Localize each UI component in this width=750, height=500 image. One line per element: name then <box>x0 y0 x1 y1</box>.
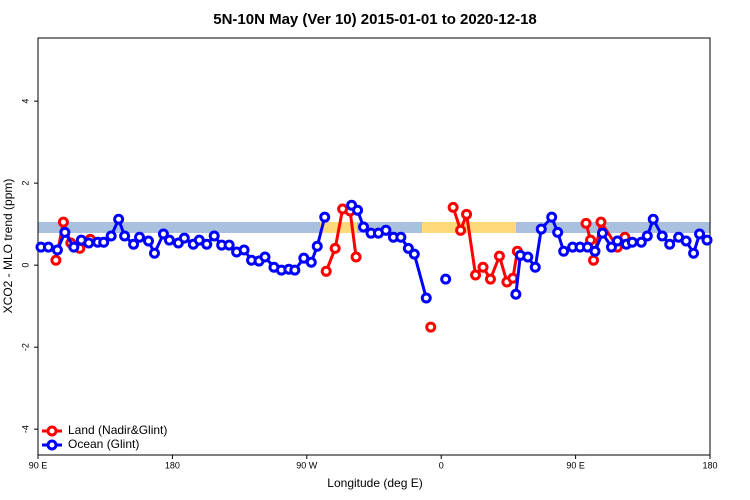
legend-label: Ocean (Glint) <box>68 437 139 451</box>
x-tick-label: 180 <box>702 460 717 470</box>
data-point <box>289 264 301 276</box>
data-point <box>83 237 95 249</box>
data-point <box>59 226 71 238</box>
y-tick-label: -2 <box>20 343 30 351</box>
data-point <box>641 230 653 242</box>
data-point <box>51 244 63 256</box>
data-point <box>352 204 364 216</box>
data-point <box>395 231 407 243</box>
data-point <box>319 211 331 223</box>
data-point <box>201 238 213 250</box>
data-point <box>223 239 235 251</box>
data-point <box>701 234 713 246</box>
data-point <box>455 224 467 236</box>
data-point <box>50 254 62 266</box>
legend-label: Land (Nadir&Glint) <box>68 423 167 437</box>
data-point <box>380 224 392 236</box>
data-point <box>358 221 370 233</box>
data-point <box>694 228 706 240</box>
data-point <box>238 244 250 256</box>
data-point <box>408 248 420 260</box>
data-point <box>461 208 473 220</box>
data-point <box>259 251 271 263</box>
data-point <box>143 235 155 247</box>
data-point <box>535 223 547 235</box>
x-tick-label: 180 <box>165 460 180 470</box>
data-point <box>484 273 496 285</box>
data-point <box>529 261 541 273</box>
data-point <box>552 226 564 238</box>
data-point <box>580 217 592 229</box>
data-point <box>113 213 125 225</box>
data-point <box>178 232 190 244</box>
data-point <box>134 231 146 243</box>
data-point <box>688 247 700 259</box>
data-point <box>148 247 160 259</box>
legend-marker <box>46 425 58 437</box>
data-point <box>128 238 140 250</box>
ocean-band <box>38 222 710 233</box>
chart-title: 5N-10N May (Ver 10) 2015-01-01 to 2020-1… <box>213 11 537 28</box>
data-point <box>588 254 600 266</box>
data-point <box>350 251 362 263</box>
data-point <box>626 236 638 248</box>
data-point <box>305 256 317 268</box>
data-point <box>477 261 489 273</box>
data-point <box>105 230 117 242</box>
data-point <box>605 241 617 253</box>
data-point <box>558 245 570 257</box>
data-point <box>510 288 522 300</box>
data-point <box>57 216 69 228</box>
data-point <box>680 235 692 247</box>
data-point <box>470 269 482 281</box>
data-point <box>119 230 131 242</box>
x-tick-label: 0 <box>439 460 444 470</box>
data-point <box>493 250 505 262</box>
data-point <box>320 265 332 277</box>
data-point <box>647 213 659 225</box>
y-tick-label: 2 <box>20 181 30 186</box>
y-axis-label: XCO2 - MLO trend (ppm) <box>1 179 15 314</box>
data-point <box>589 245 601 257</box>
data-point <box>522 251 534 263</box>
data-point <box>157 228 169 240</box>
data-point <box>425 321 437 333</box>
y-tick-label: -4 <box>20 425 30 433</box>
series-line <box>40 204 708 299</box>
data-point <box>656 230 668 242</box>
data-point <box>42 241 54 253</box>
data-point <box>163 234 175 246</box>
x-tick-label: 90 E <box>566 460 585 470</box>
x-tick-label: 90 W <box>296 460 318 470</box>
data-point <box>664 238 676 250</box>
legend-marker <box>46 439 58 451</box>
x-axis-label: Longitude (deg E) <box>327 476 422 490</box>
data-point <box>546 211 558 223</box>
data-point <box>611 235 623 247</box>
data-point <box>447 201 459 213</box>
y-tick-label: 0 <box>20 263 30 268</box>
data-point <box>440 273 452 285</box>
data-point <box>635 236 647 248</box>
y-tick-label: 4 <box>20 99 30 104</box>
data-point <box>208 230 220 242</box>
data-point <box>596 227 608 239</box>
data-point <box>68 241 80 253</box>
x-tick-label: 90 E <box>29 460 48 470</box>
data-point <box>420 292 432 304</box>
data-point <box>98 236 110 248</box>
data-point <box>595 216 607 228</box>
data-point <box>329 242 341 254</box>
data-point <box>311 240 323 252</box>
data-point <box>507 272 519 284</box>
